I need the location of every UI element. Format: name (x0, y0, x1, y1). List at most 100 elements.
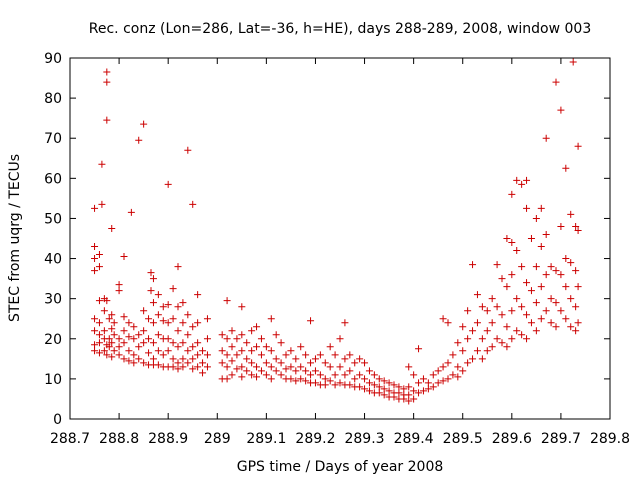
data-point-marker (370, 381, 378, 389)
data-point-marker (277, 371, 285, 379)
data-point-marker (523, 204, 531, 212)
data-point-marker (552, 299, 560, 307)
data-point-marker (523, 176, 531, 184)
data-point-marker (169, 339, 177, 347)
data-point-marker (194, 339, 202, 347)
data-point-marker (469, 355, 477, 363)
data-point-marker (405, 397, 413, 405)
data-point-marker (267, 347, 275, 355)
data-point-marker (478, 303, 486, 311)
data-point-marker (277, 339, 285, 347)
data-point-marker (508, 271, 516, 279)
data-point-marker (542, 307, 550, 315)
data-point-marker (547, 263, 555, 271)
data-point-marker (390, 393, 398, 401)
data-point-marker (184, 331, 192, 339)
data-point-marker (184, 359, 192, 367)
data-point-marker (194, 351, 202, 359)
data-point-marker (228, 371, 236, 379)
data-point-marker (164, 335, 172, 343)
data-point-marker (223, 363, 231, 371)
x-tick-label: 289.8 (590, 431, 630, 447)
data-point-marker (120, 339, 128, 347)
data-point-marker (488, 343, 496, 351)
data-point-marker (267, 363, 275, 371)
data-point-marker (105, 315, 113, 323)
data-point-marker (91, 204, 99, 212)
data-point-marker (174, 303, 182, 311)
data-point-marker (498, 275, 506, 283)
data-point-marker (341, 355, 349, 363)
data-point-marker (140, 339, 148, 347)
data-point-marker (454, 373, 462, 381)
data-point-marker (552, 267, 560, 275)
data-point-marker (395, 383, 403, 391)
data-point-marker (415, 345, 423, 353)
data-point-marker (375, 375, 383, 383)
data-point-marker (91, 267, 99, 275)
data-point-marker (125, 347, 133, 355)
data-point-marker (91, 243, 99, 251)
data-point-marker (400, 395, 408, 403)
data-point-marker (130, 351, 138, 359)
data-point-marker (91, 341, 99, 349)
data-point-marker (356, 371, 364, 379)
data-point-marker (115, 287, 123, 295)
data-point-marker (174, 263, 182, 271)
data-point-marker (169, 315, 177, 323)
data-point-marker (145, 315, 153, 323)
data-point-marker (120, 253, 128, 261)
data-point-marker (316, 351, 324, 359)
data-point-marker (218, 331, 226, 339)
data-point-marker (292, 377, 300, 385)
data-point-marker (108, 353, 116, 361)
data-point-marker (203, 351, 211, 359)
data-point-marker (434, 379, 442, 387)
data-point-marker (316, 371, 324, 379)
data-point-marker (419, 375, 427, 383)
data-point-marker (321, 359, 329, 367)
data-point-marker (567, 259, 575, 267)
data-point-marker (346, 351, 354, 359)
data-point-marker (238, 331, 246, 339)
data-point-marker (341, 319, 349, 327)
data-point-marker (572, 303, 580, 311)
data-point-marker (483, 347, 491, 355)
data-point-marker (189, 355, 197, 363)
data-point-marker (532, 327, 540, 335)
data-point-marker (326, 377, 334, 385)
data-point-marker (154, 361, 162, 369)
data-point-marker (228, 327, 236, 335)
data-point-marker (552, 78, 560, 86)
data-point-marker (365, 379, 373, 387)
data-point-marker (302, 377, 310, 385)
data-point-marker (532, 299, 540, 307)
data-point-marker (508, 190, 516, 198)
data-point-marker (508, 335, 516, 343)
data-point-marker (218, 359, 226, 367)
data-point-marker (297, 343, 305, 351)
data-point-marker (405, 363, 413, 371)
data-point-marker (532, 214, 540, 222)
data-point-marker (557, 271, 565, 279)
data-point-marker (508, 307, 516, 315)
data-point-marker (311, 355, 319, 363)
data-point-marker (108, 325, 116, 333)
data-point-marker (574, 283, 582, 291)
data-point-marker (459, 367, 467, 375)
data-point-marker (572, 222, 580, 230)
data-point-marker (194, 291, 202, 299)
data-point-marker (415, 379, 423, 387)
data-point-marker (103, 116, 111, 124)
data-point-marker (444, 375, 452, 383)
data-point-marker (164, 180, 172, 188)
data-point-marker (523, 279, 531, 287)
data-point-marker (572, 327, 580, 335)
data-point-marker (130, 335, 138, 343)
data-point-marker (493, 261, 501, 269)
data-point-marker (307, 317, 315, 325)
data-point-marker (395, 389, 403, 397)
data-point-marker (493, 335, 501, 343)
data-point-marker (331, 381, 339, 389)
